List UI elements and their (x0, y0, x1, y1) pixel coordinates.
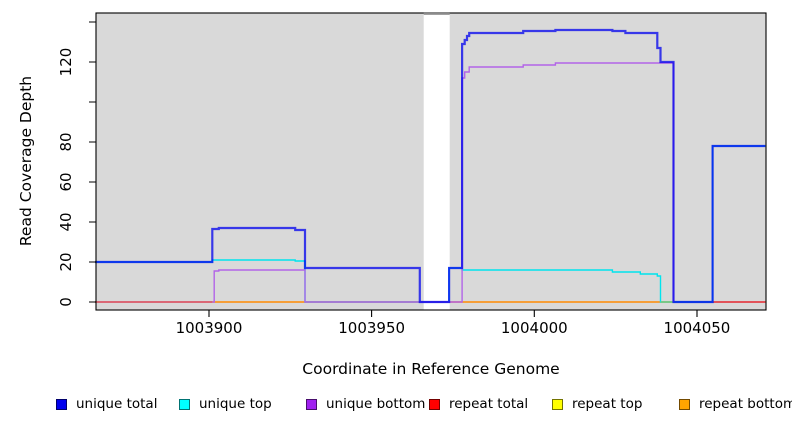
y-axis-label: Read Coverage Depth (17, 75, 35, 247)
y-tick-label: 40 (57, 212, 75, 232)
legend-label: unique bottom (326, 396, 426, 412)
y-tick-label: 0 (57, 297, 75, 307)
series-unique-bottom (212, 62, 675, 303)
legend-item-repeat-bottom: repeat bottom (679, 396, 792, 412)
legend-swatch-unique-total (56, 398, 67, 410)
legend-swatch-unique-top (179, 398, 190, 410)
x-tick-label: 1004050 (663, 319, 731, 337)
no-data-gap-band (423, 13, 450, 310)
legend-swatch-unique-bottom (306, 398, 317, 410)
y-tick-label: 20 (57, 252, 75, 272)
legend-item-unique-bottom: unique bottom (306, 396, 426, 412)
legend-swatch-repeat-bottom (679, 398, 690, 410)
y-tick-label: 60 (57, 172, 75, 192)
legend-label: repeat bottom (699, 396, 792, 412)
legend-item-repeat-top: repeat top (552, 396, 643, 412)
gap-band-cap (423, 12, 450, 15)
legend-label: unique total (76, 396, 158, 412)
y-tick-label: 80 (57, 132, 75, 152)
legend-swatch-repeat-total (429, 398, 440, 410)
axis-tick-marks (89, 21, 698, 317)
legend-item-repeat-total: repeat total (429, 396, 529, 412)
legend-swatch-repeat-top (552, 398, 563, 410)
series-unique-total (95, 28, 766, 304)
legend-item-unique-total: unique total (56, 396, 158, 412)
legend-label: repeat total (449, 396, 529, 412)
y-tick-label: 120 (57, 47, 75, 77)
legend-item-unique-top: unique top (179, 396, 272, 412)
legend-label: unique top (199, 396, 272, 412)
x-tick-label: 1004000 (500, 319, 568, 337)
x-axis-label: Coordinate in Reference Genome (302, 360, 560, 378)
series-unique-top (95, 145, 766, 303)
x-tick-label: 1003900 (175, 319, 243, 337)
x-tick-label: 1003950 (338, 319, 406, 337)
legend-label: repeat top (572, 396, 643, 412)
